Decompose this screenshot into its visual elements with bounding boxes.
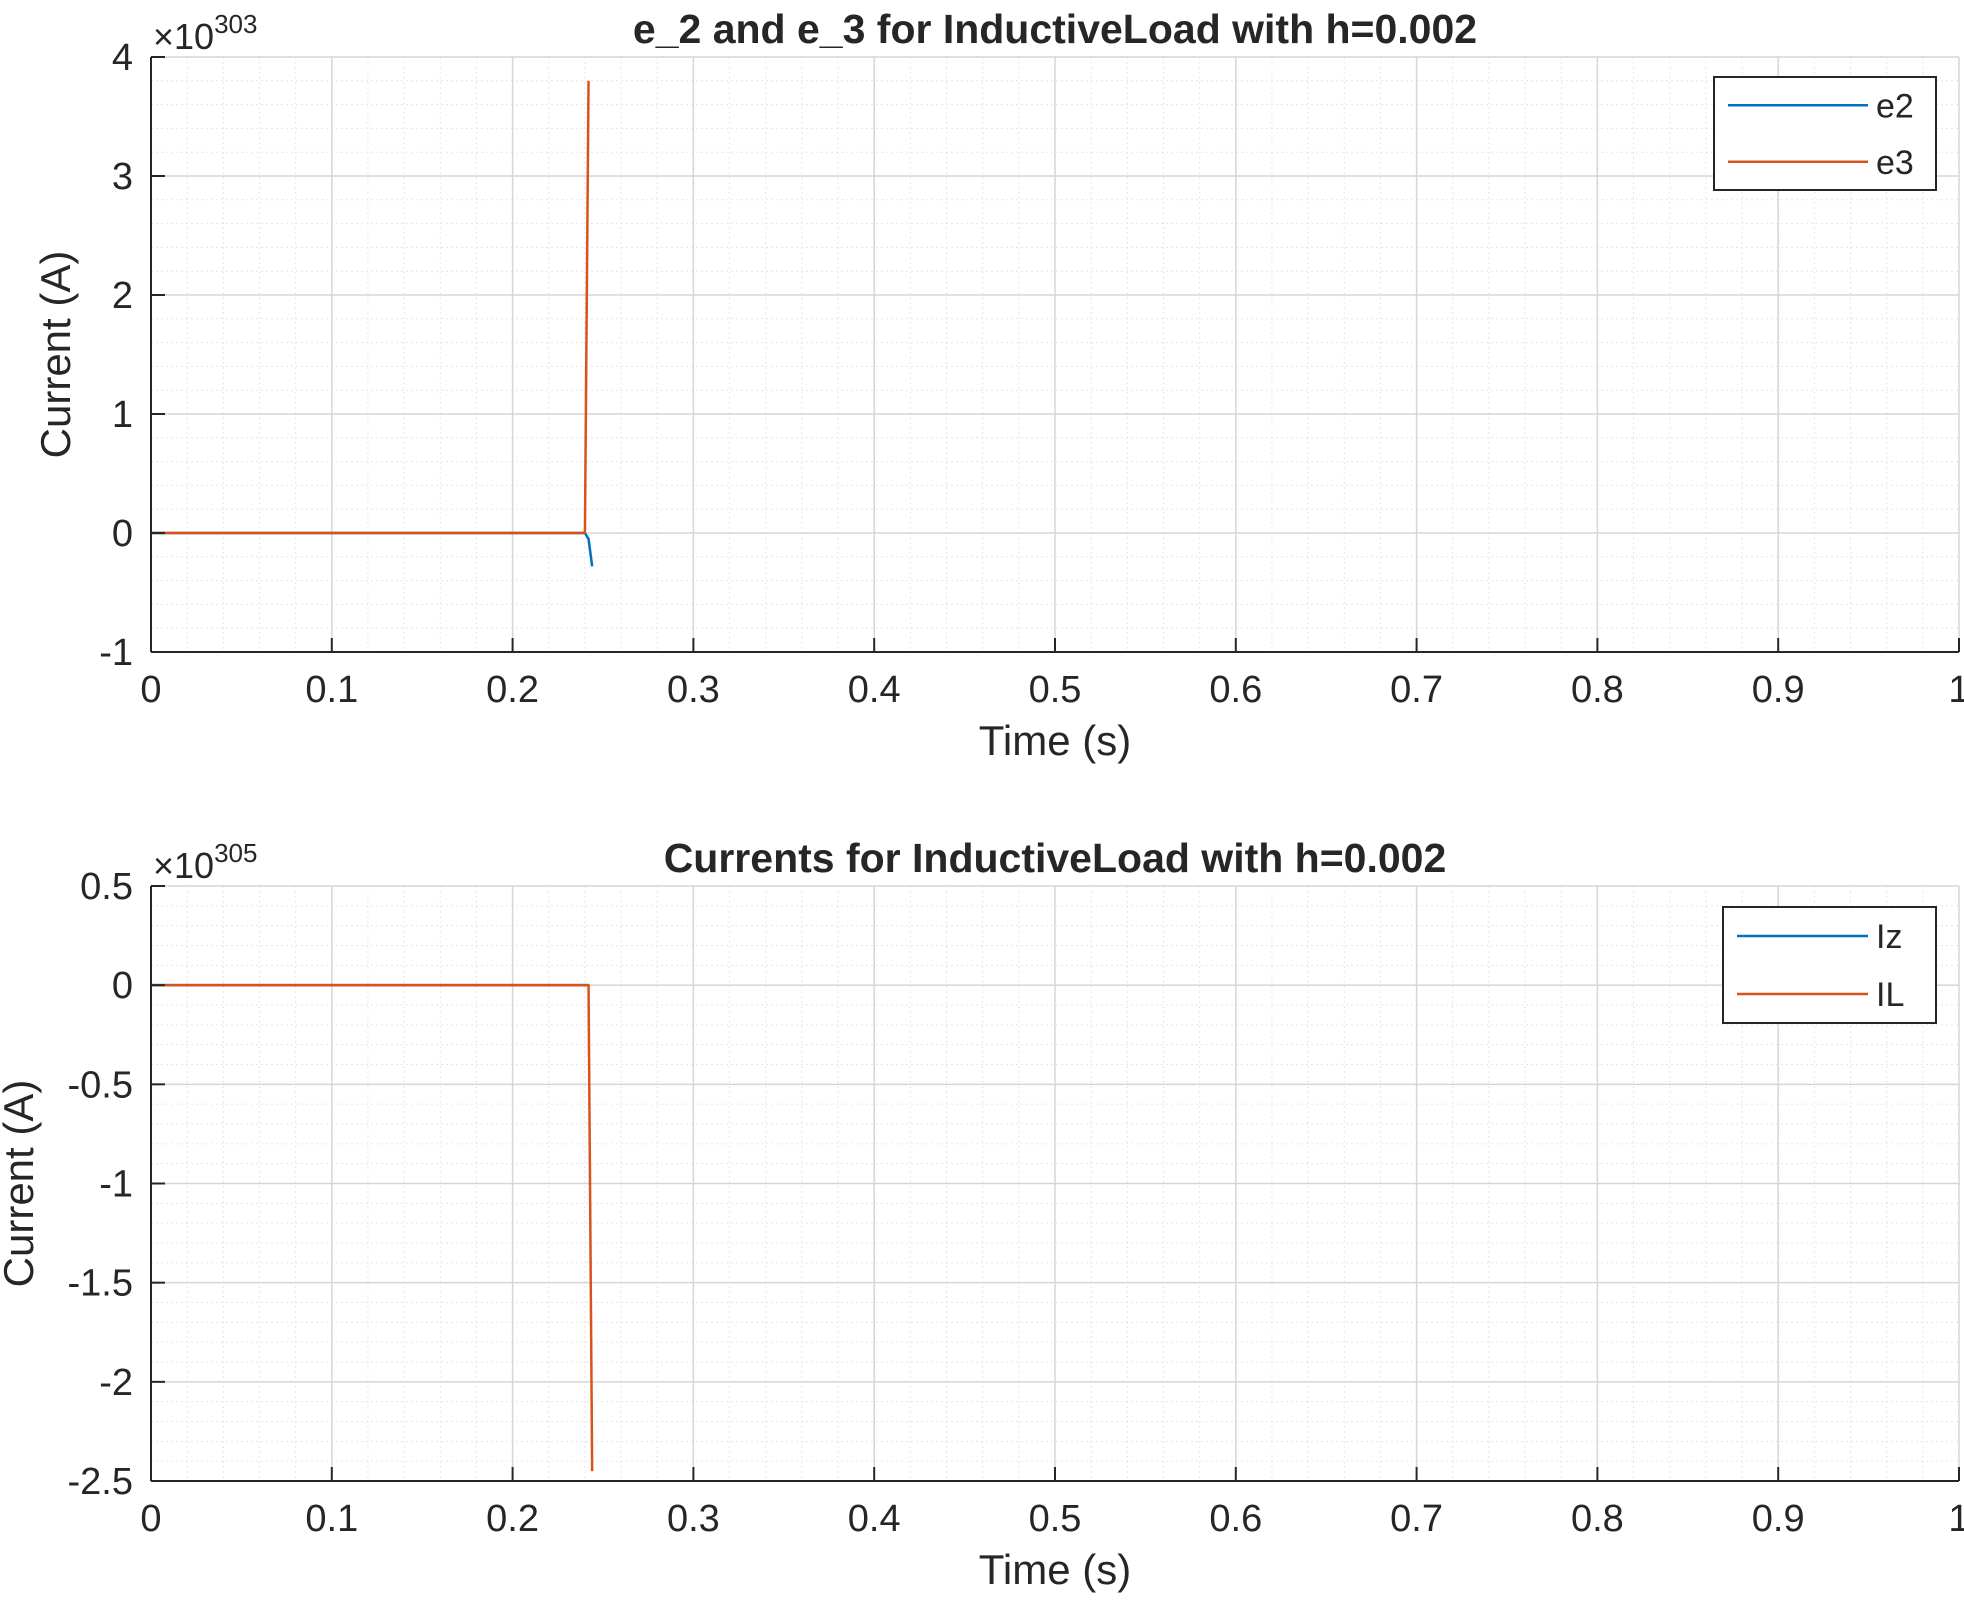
y-tick-label: -1: [99, 1164, 133, 1206]
legend: e2 e3: [1713, 76, 1937, 191]
legend-box: [1722, 906, 1937, 1024]
y-tick-label: 1: [112, 394, 133, 436]
x-axis-label: Time (s): [979, 717, 1131, 764]
y-tick-label: -1: [99, 632, 133, 674]
legend-label-e2: e2: [1876, 87, 1914, 125]
y-multiplier-exp: 305: [214, 838, 257, 868]
x-tick-label: 0.3: [667, 669, 720, 711]
legend-box: [1713, 76, 1937, 191]
chart-panel-2: 0 0.1 0.2 0.3 0.4 0.5 0.6 0.7 0.8 0.9 1 -2.5 -2 -1.5 -…: [0, 835, 1964, 1593]
x-tick-label: 0.9: [1752, 669, 1805, 711]
y-tick-label: 0: [112, 965, 133, 1007]
y-tick-label: -2: [99, 1362, 133, 1404]
x-tick-label: 0.1: [305, 1498, 358, 1540]
series-line-IL: [151, 983, 594, 1472]
y-multiplier-base: ×10: [153, 845, 214, 886]
y-tick-label: -2.5: [68, 1461, 133, 1503]
y-multiplier-base: ×10: [153, 16, 214, 57]
x-tick-label: 0.1: [305, 669, 358, 711]
y-multiplier: ×10303: [153, 9, 257, 57]
ticks: [150, 56, 1960, 653]
x-axis-label: Time (s): [979, 1546, 1131, 1593]
x-tick-label: 0.7: [1390, 1498, 1443, 1540]
y-tick-label: 0.5: [80, 866, 133, 908]
x-tick-label: 0.3: [667, 1498, 720, 1540]
x-tick-label: 0.5: [1029, 1498, 1082, 1540]
y-tick-label: 0: [112, 513, 133, 555]
x-tick-label: 0.6: [1209, 1498, 1262, 1540]
x-tick-label: 0.2: [486, 1498, 539, 1540]
x-tick-label: 0: [140, 1498, 161, 1540]
ticks: [150, 885, 1960, 1482]
x-tick-label: 0.8: [1571, 1498, 1624, 1540]
y-axis-label: Current (A): [0, 1080, 42, 1288]
chart-title: Currents for InductiveLoad with h=0.002: [664, 835, 1447, 881]
chart-title: e_2 and e_3 for InductiveLoad with h=0.0…: [633, 6, 1477, 52]
x-tick-label: 0.4: [848, 1498, 901, 1540]
y-tick-label: -0.5: [68, 1064, 133, 1106]
series-line-e3: [151, 80, 590, 535]
y-tick-label: 4: [112, 37, 133, 79]
chart-panel-1: 0 0.1 0.2 0.3 0.4 0.5 0.6 0.7 0.8 0.9 1-101234×103…: [32, 6, 1964, 764]
x-tick-label: 1: [1948, 669, 1964, 711]
x-tick-label: 0.5: [1029, 669, 1082, 711]
x-tick-label: 0.6: [1209, 669, 1262, 711]
legend-label-e3: e3: [1876, 144, 1914, 182]
y-tick-label: -1.5: [68, 1263, 133, 1305]
y-tick-label: 3: [112, 156, 133, 198]
x-tick-label: 0.8: [1571, 669, 1624, 711]
legend: Iz IL: [1722, 906, 1937, 1024]
x-tick-label: 0.4: [848, 669, 901, 711]
y-tick-label: 2: [112, 275, 133, 317]
y-axis-label: Current (A): [32, 251, 79, 459]
x-tick-label: 1: [1948, 1498, 1964, 1540]
x-tick-label: 0.2: [486, 669, 539, 711]
x-tick-label: 0.7: [1390, 669, 1443, 711]
x-tick-label: 0.9: [1752, 1498, 1805, 1540]
legend-label-Iz: Iz: [1876, 918, 1902, 956]
y-multiplier-exp: 303: [214, 9, 257, 39]
legend-label-IL: IL: [1876, 976, 1904, 1014]
y-multiplier: ×10305: [153, 838, 257, 886]
x-tick-label: 0: [140, 669, 161, 711]
